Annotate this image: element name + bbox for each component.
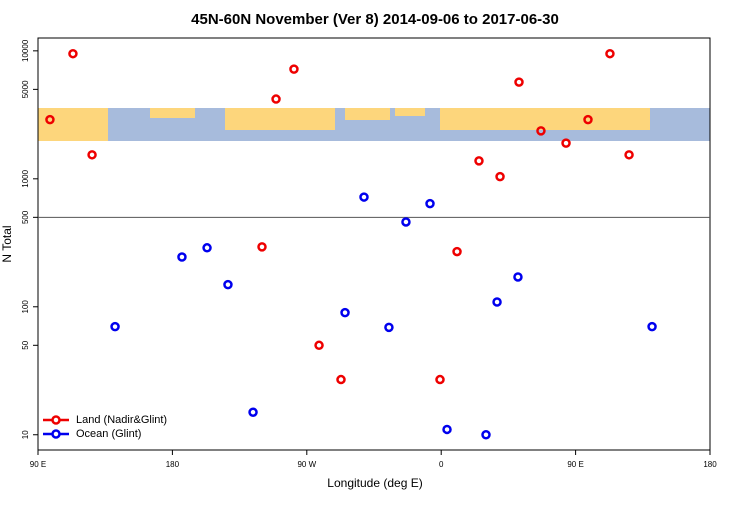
x-tick-label: 90 E	[567, 460, 583, 469]
x-tick-label: 90 E	[30, 460, 46, 469]
land-band	[440, 108, 650, 130]
point	[474, 156, 484, 166]
point	[481, 429, 491, 440]
point	[384, 322, 394, 333]
land-band	[395, 108, 425, 116]
point	[583, 114, 593, 125]
legend-marker	[51, 415, 61, 425]
y-tick-label: 1000	[21, 169, 30, 187]
point	[248, 407, 258, 417]
y-tick-label: 5000	[21, 80, 30, 98]
point	[45, 114, 55, 125]
x-axis-label: Longitude (deg E)	[327, 476, 422, 490]
legend-label: Land (Nadir&Glint)	[76, 414, 167, 426]
point	[492, 297, 502, 307]
point	[647, 321, 657, 332]
land-band	[345, 108, 390, 120]
legend-marker	[51, 429, 61, 439]
point	[561, 138, 571, 148]
y-axis-label: N Total	[0, 225, 14, 262]
point	[87, 150, 97, 160]
point	[359, 192, 369, 202]
point	[435, 374, 445, 385]
y-tick-label: 50	[21, 340, 30, 349]
point	[401, 217, 411, 227]
point	[68, 48, 78, 59]
point	[177, 252, 187, 262]
x-tick-label: 180	[166, 460, 180, 469]
x-tick-label: 90 W	[297, 460, 316, 469]
point	[289, 64, 299, 74]
x-tick-label: 0	[439, 460, 444, 469]
land-band	[225, 108, 335, 130]
y-tick-label: 500	[21, 210, 30, 224]
plot-frame	[37, 37, 711, 451]
land-band	[38, 108, 108, 141]
y-tick-label: 10	[21, 430, 30, 439]
point	[202, 243, 212, 253]
point	[314, 340, 324, 351]
point	[514, 77, 524, 87]
point	[495, 171, 505, 182]
legend-label: Ocean (Glint)	[76, 428, 141, 440]
y-tick-label: 100	[21, 300, 30, 314]
point	[336, 374, 346, 385]
land-band	[150, 108, 195, 118]
point	[271, 94, 281, 104]
map-band	[38, 108, 710, 141]
point	[624, 150, 634, 160]
point	[452, 246, 462, 257]
point	[340, 307, 350, 318]
point	[605, 48, 615, 59]
y-tick-label: 10000	[21, 39, 30, 62]
x-tick-label: 180	[703, 460, 717, 469]
point	[442, 424, 452, 435]
point	[257, 242, 267, 252]
point	[223, 279, 233, 290]
point	[536, 126, 546, 136]
point	[425, 198, 435, 209]
point	[110, 321, 120, 332]
point	[513, 272, 523, 282]
chart-title: 45N-60N November (Ver 8) 2014-09-06 to 2…	[191, 11, 559, 28]
